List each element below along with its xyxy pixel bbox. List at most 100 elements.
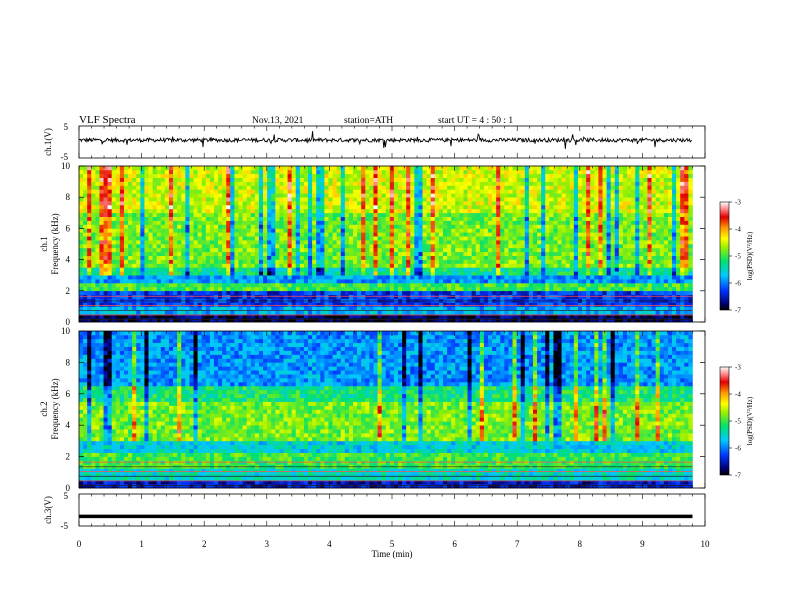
spectrogram-cell [373,247,378,253]
spectrogram-cell [83,212,88,217]
spectrogram-cell [545,181,550,186]
spectrogram-cell [475,185,481,190]
spectrogram-cell [398,224,403,229]
spectrogram-cell [569,208,575,214]
spectrogram-cell [365,271,370,276]
spectrogram-cell [549,318,554,323]
spectrogram-cell [222,236,227,241]
spectrogram-cell [168,166,174,171]
spectrogram-cell [83,251,88,256]
spectrogram-cell [447,216,452,221]
spectrogram-cell [312,216,317,221]
spectrogram-cell [87,220,92,225]
spectrogram-cell [553,177,558,182]
spectrogram-cell [414,286,419,292]
spectrogram-cell [455,267,460,272]
spectrogram-cell [205,263,211,268]
spectrogram-cell [279,275,284,280]
spectrogram-cell [520,267,526,272]
spectrogram-cell [299,173,305,178]
spectrogram-cell [213,286,219,292]
spectrogram-cell [316,306,321,311]
spectrogram-cell [95,177,100,182]
spectrogram-cell [565,166,571,171]
spectrogram-cell [561,208,566,214]
spectrogram-cell [283,240,288,245]
spectrogram-cell [402,224,407,229]
spectrogram-cell [303,181,309,186]
spectrogram-cell [197,302,202,307]
spectrogram-cell [230,259,235,264]
spectrogram-cell [132,212,137,217]
spectrogram-cell [250,290,256,295]
spectrogram-cell [197,177,202,182]
spectrogram-cell [389,290,395,295]
spectrogram-cell [238,166,243,171]
spectrogram-cell [263,201,268,206]
spectrogram-cell [365,205,370,210]
spectrogram-cell [438,228,444,233]
spectrogram-cell [451,279,456,284]
spectrogram-cell [132,193,137,198]
spectrogram-cell [222,247,227,253]
spectrogram-cell [332,294,337,299]
spectrogram-cell [398,236,403,241]
spectrogram-cell [561,232,566,237]
spectrogram-cell [541,259,546,264]
spectrogram-cell [528,201,534,206]
spectrogram-cell [426,275,432,280]
spectrogram-cell [500,228,505,233]
spectrogram-cell [496,279,501,284]
spectrogram-cell [369,240,374,245]
spectrogram-cell [561,177,566,182]
spectrogram-cell [246,173,252,178]
spectrogram-cell [348,193,354,198]
spectrogram-cell [557,294,562,299]
spectrogram-cell [91,169,96,175]
spectrogram-cell [173,212,178,217]
spectrogram-cell [528,240,534,245]
spectrogram-cell [344,318,350,323]
spectrogram-cell [385,279,391,284]
spectrogram-cell [177,275,182,280]
spectrogram-cell [222,197,227,202]
spectrogram-cell [136,267,141,272]
spectrogram-cell [410,228,415,233]
spectrogram-cell [107,302,113,307]
spectrogram-cell [475,310,481,315]
spectrogram-cell [250,271,256,276]
spectrogram-cell [267,224,272,229]
spectrogram-cell [275,283,280,288]
spectrogram-cell [275,166,280,171]
spectrogram-cell [83,310,88,315]
spectrogram-cell [537,247,542,253]
spectrogram-cell [87,279,92,284]
spectrogram-cell [398,290,403,295]
spectrogram-cell [267,189,272,194]
spectrogram-cell [87,271,92,276]
spectrogram-cell [492,271,497,276]
spectrogram-cell [377,275,382,280]
spectrogram-cell [168,189,174,194]
spectrogram-cell [140,286,145,292]
spectrogram-cell [111,302,117,307]
spectrogram-cell [467,286,472,292]
spectrogram-cell [324,224,329,229]
spectrogram-cell [250,232,256,237]
spectrogram-cell [537,169,542,175]
spectrogram-cell [577,318,583,323]
spectrogram-cell [205,228,211,233]
spectrogram-cell [128,306,133,311]
spectrogram-cell [291,232,297,237]
spectrogram-cell [79,216,84,221]
spectrogram-cell [377,201,382,206]
spectrogram-cell [426,251,432,256]
spectrogram-cell [348,247,354,253]
spectrogram-cell [373,177,378,182]
spectrogram-cell [132,306,137,311]
spectrogram-cell [385,263,391,268]
spectrogram-cell [438,244,444,249]
spectrogram-cell [140,173,145,178]
spectrogram-cell [160,212,166,217]
spectrogram-cell [87,251,92,256]
